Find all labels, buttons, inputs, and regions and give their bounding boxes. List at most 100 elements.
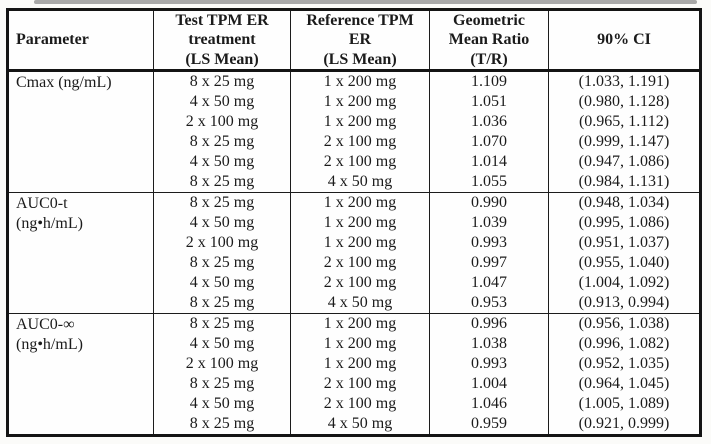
ratio-cell: 0.993 bbox=[429, 233, 549, 253]
ratio-cell: 1.047 bbox=[429, 273, 549, 293]
ci-cell: (1.005, 1.089) bbox=[578, 395, 670, 412]
test-treatment-cell: 8 x 25 mg bbox=[153, 293, 291, 314]
ci-cell: (0.964, 1.045) bbox=[578, 375, 670, 392]
header-reference: Reference TPM ER (LS Mean) bbox=[290, 9, 430, 72]
reference-cell: 4 x 50 mg bbox=[290, 293, 430, 314]
parameter-cell-auc0t: AUC0-t (ng•h/mL) bbox=[7, 192, 154, 314]
ci-cell: (0.913, 0.994) bbox=[578, 294, 670, 311]
ratio-cell: 0.996 bbox=[429, 313, 549, 334]
ci-cell: (0.956, 1.038) bbox=[548, 313, 701, 334]
test-treatment-cell: 4 x 50 mg bbox=[153, 213, 291, 233]
parameter-cell-auc0inf: AUC0-∞ (ng•h/mL) bbox=[7, 313, 154, 436]
scan-artifact-top bbox=[34, 0, 697, 4]
test-treatment-cell: 2 x 100 mg bbox=[153, 354, 291, 374]
ratio-cell: 0.953 bbox=[429, 293, 549, 314]
test-treatment-cell: 8 x 25 mg bbox=[153, 414, 291, 436]
ratio-cell: 0.997 bbox=[429, 253, 549, 273]
test-treatment-cell: 4 x 50 mg bbox=[153, 334, 291, 354]
reference-cell: 4 x 50 mg bbox=[290, 414, 430, 436]
test-treatment-cell: 8 x 25 mg bbox=[153, 374, 291, 394]
table-row: 8 x 25 mg 2 x 100 mg 0.997 (0.955, 1.040… bbox=[8, 253, 701, 273]
table-row: 2 x 100 mg 1 x 200 mg 0.993 (0.952, 1.03… bbox=[8, 354, 701, 374]
table-row: 2 x 100 mg 1 x 200 mg 1.036 (0.965, 1.11… bbox=[8, 112, 701, 132]
table-row: 4 x 50 mg 1 x 200 mg 1.051 (0.980, 1.128… bbox=[8, 92, 701, 112]
test-treatment-cell: 8 x 25 mg bbox=[153, 313, 291, 334]
header-90-ci: 90% CI bbox=[548, 9, 701, 72]
ratio-cell: 1.051 bbox=[429, 92, 549, 112]
ratio-cell: 0.993 bbox=[429, 354, 549, 374]
reference-cell: 1 x 200 mg bbox=[290, 70, 430, 92]
ci-cell: (0.999, 1.147) bbox=[578, 133, 670, 150]
table-row: 4 x 50 mg 1 x 200 mg 1.039 (0.995, 1.086… bbox=[8, 213, 701, 233]
test-treatment-cell: 2 x 100 mg bbox=[153, 233, 291, 253]
test-treatment-cell: 8 x 25 mg bbox=[153, 132, 291, 152]
ci-cell: (0.952, 1.035) bbox=[578, 355, 670, 372]
reference-cell: 1 x 200 mg bbox=[290, 354, 430, 374]
ci-cell: (0.947, 1.086) bbox=[578, 153, 670, 170]
test-treatment-cell: 4 x 50 mg bbox=[153, 394, 291, 414]
reference-cell: 1 x 200 mg bbox=[290, 313, 430, 334]
ci-cell: (0.965, 1.112) bbox=[578, 113, 670, 130]
ci-cell: (0.921, 0.999) bbox=[578, 415, 670, 432]
ci-cell: (0.996, 1.082) bbox=[578, 335, 670, 352]
ratio-cell: 1.109 bbox=[429, 70, 549, 92]
test-treatment-cell: 8 x 25 mg bbox=[153, 253, 291, 273]
parameter-cell-cmax: Cmax (ng/mL) bbox=[7, 70, 154, 193]
table-row: 4 x 50 mg 2 x 100 mg 1.014 (0.947, 1.086… bbox=[8, 152, 701, 172]
ci-cell: (1.004, 1.092) bbox=[578, 274, 670, 291]
ci-cell: (1.033, 1.191) bbox=[548, 70, 701, 92]
ratio-cell: 1.038 bbox=[429, 334, 549, 354]
reference-cell: 2 x 100 mg bbox=[290, 253, 430, 273]
table-row: 8 x 25 mg 2 x 100 mg 1.070 (0.999, 1.147… bbox=[8, 132, 701, 152]
header-test-treatment: Test TPM ER treatment (LS Mean) bbox=[153, 9, 291, 72]
test-treatment-cell: 4 x 50 mg bbox=[153, 92, 291, 112]
reference-cell: 2 x 100 mg bbox=[290, 374, 430, 394]
table-row: 4 x 50 mg 1 x 200 mg 1.038 (0.996, 1.082… bbox=[8, 334, 701, 354]
table-row: AUC0-∞ (ng•h/mL) 8 x 25 mg 1 x 200 mg 0.… bbox=[7, 313, 701, 436]
table-row: 8 x 25 mg 4 x 50 mg 0.959 (0.921, 0.999) bbox=[8, 414, 701, 436]
table-row: 2 x 100 mg 1 x 200 mg 0.993 (0.951, 1.03… bbox=[8, 233, 701, 253]
test-treatment-cell: 4 x 50 mg bbox=[153, 273, 291, 293]
ci-cell: (0.951, 1.037) bbox=[578, 234, 670, 251]
reference-cell: 1 x 200 mg bbox=[290, 334, 430, 354]
table-row: 8 x 25 mg 2 x 100 mg 1.004 (0.964, 1.045… bbox=[8, 374, 701, 394]
reference-cell: 2 x 100 mg bbox=[290, 132, 430, 152]
table-row: 4 x 50 mg 2 x 100 mg 1.046 (1.005, 1.089… bbox=[8, 394, 701, 414]
ratio-cell: 1.004 bbox=[429, 374, 549, 394]
table-row: AUC0-t (ng•h/mL) 8 x 25 mg 1 x 200 mg 0.… bbox=[7, 192, 701, 314]
table-row: 4 x 50 mg 2 x 100 mg 1.047 (1.004, 1.092… bbox=[8, 273, 701, 293]
ci-cell: (0.980, 1.128) bbox=[578, 93, 670, 110]
reference-cell: 1 x 200 mg bbox=[290, 192, 430, 213]
header-parameter: Parameter bbox=[7, 9, 154, 72]
reference-cell: 1 x 200 mg bbox=[290, 233, 430, 253]
ratio-cell: 1.070 bbox=[429, 132, 549, 152]
table-row: 8 x 25 mg 4 x 50 mg 0.953 (0.913, 0.994) bbox=[8, 293, 701, 314]
reference-cell: 2 x 100 mg bbox=[290, 152, 430, 172]
test-treatment-cell: 8 x 25 mg bbox=[153, 172, 291, 193]
bioequivalence-table: Parameter Test TPM ER treatment (LS Mean… bbox=[6, 8, 702, 437]
ratio-cell: 1.014 bbox=[429, 152, 549, 172]
table-row: Cmax (ng/mL) 8 x 25 mg 1 x 200 mg 1.109 … bbox=[7, 70, 701, 193]
reference-cell: 4 x 50 mg bbox=[290, 172, 430, 193]
reference-cell: 2 x 100 mg bbox=[290, 273, 430, 293]
ratio-cell: 1.039 bbox=[429, 213, 549, 233]
ratio-cell: 1.046 bbox=[429, 394, 549, 414]
test-treatment-cell: 8 x 25 mg bbox=[153, 70, 291, 92]
ratio-cell: 0.990 bbox=[429, 192, 549, 213]
ci-cell: (0.948, 1.034) bbox=[548, 192, 701, 213]
ratio-cell: 0.959 bbox=[429, 414, 549, 436]
ci-cell: (0.955, 1.040) bbox=[578, 254, 670, 271]
ci-cell: (0.984, 1.131) bbox=[578, 173, 670, 190]
ci-cell: (0.995, 1.086) bbox=[578, 214, 670, 231]
reference-cell: 1 x 200 mg bbox=[290, 112, 430, 132]
header-geometric-mean-ratio: Geometric Mean Ratio (T/R) bbox=[429, 9, 549, 72]
reference-cell: 1 x 200 mg bbox=[290, 213, 430, 233]
test-treatment-cell: 4 x 50 mg bbox=[153, 152, 291, 172]
test-treatment-cell: 8 x 25 mg bbox=[153, 192, 291, 213]
test-treatment-cell: 2 x 100 mg bbox=[153, 112, 291, 132]
table-row: 8 x 25 mg 4 x 50 mg 1.055 (0.984, 1.131) bbox=[8, 172, 701, 193]
ratio-cell: 1.055 bbox=[429, 172, 549, 193]
reference-cell: 2 x 100 mg bbox=[290, 394, 430, 414]
header-row: Parameter Test TPM ER treatment (LS Mean… bbox=[7, 9, 701, 72]
